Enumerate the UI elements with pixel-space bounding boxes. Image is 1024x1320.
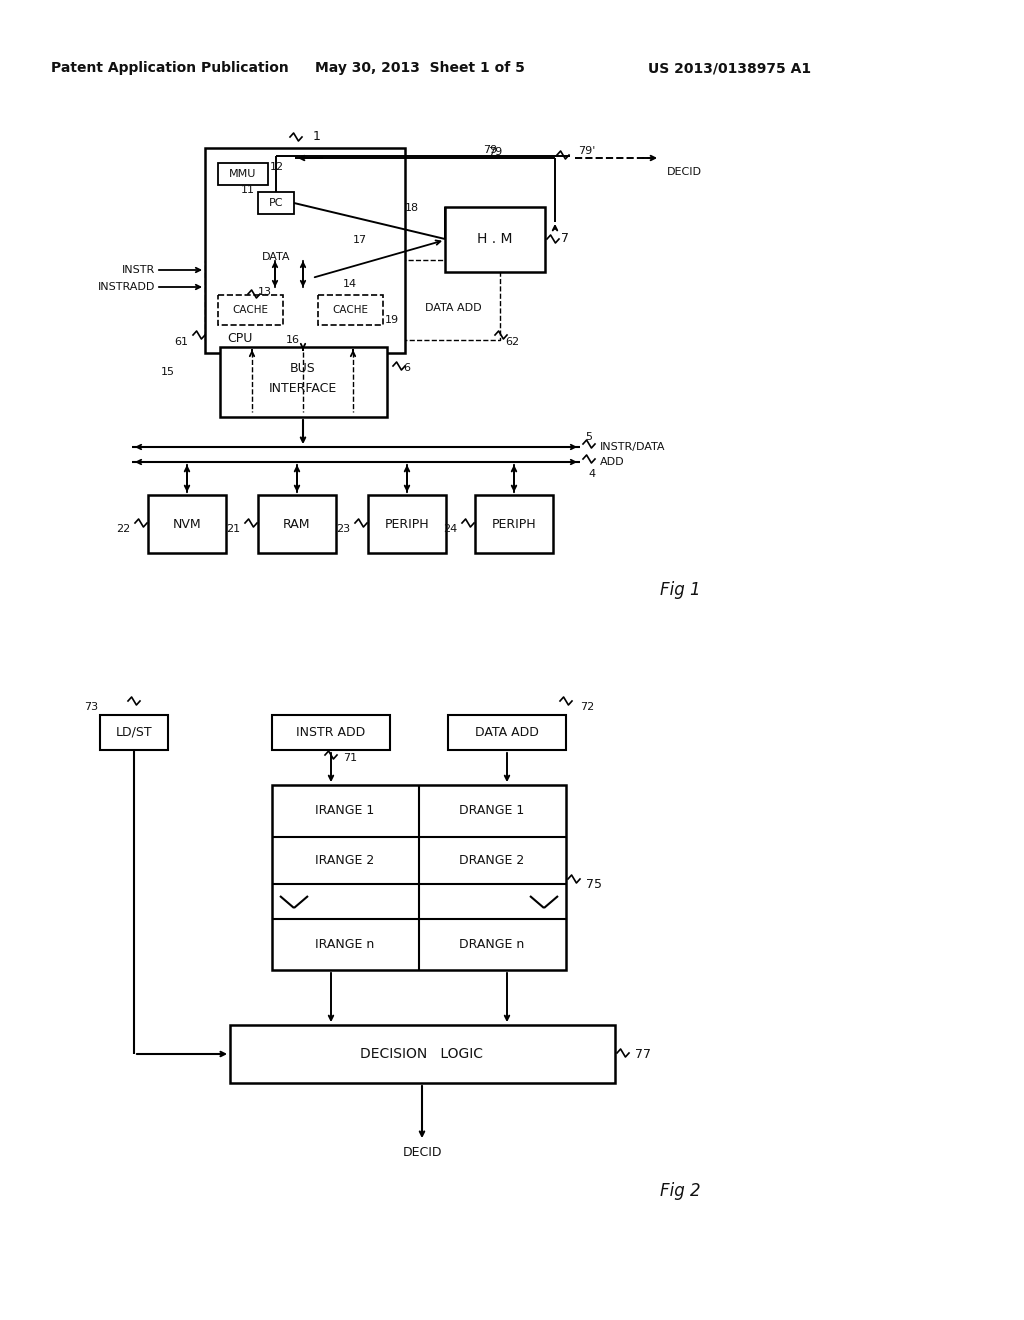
Bar — [218, 162, 268, 185]
Text: RAM: RAM — [284, 517, 310, 531]
Bar — [218, 294, 283, 325]
Text: PC: PC — [268, 198, 284, 209]
Text: 15: 15 — [161, 367, 175, 378]
Text: 61: 61 — [174, 337, 188, 347]
Text: INSTR/DATA: INSTR/DATA — [600, 442, 666, 451]
Text: Patent Application Publication: Patent Application Publication — [51, 61, 289, 75]
Text: 14: 14 — [343, 279, 357, 289]
Text: 22: 22 — [116, 524, 130, 535]
Text: CACHE: CACHE — [232, 305, 268, 315]
Text: 21: 21 — [226, 524, 240, 535]
Text: 79: 79 — [487, 147, 502, 157]
Bar — [272, 715, 390, 750]
Text: INSTR: INSTR — [122, 265, 155, 275]
Text: 79: 79 — [483, 145, 497, 154]
Text: 16: 16 — [286, 335, 300, 345]
Text: 71: 71 — [343, 752, 357, 763]
Text: CACHE: CACHE — [332, 305, 368, 315]
Text: 7: 7 — [561, 232, 569, 246]
Text: 17: 17 — [353, 235, 367, 246]
Bar — [205, 148, 406, 352]
Text: H . M: H . M — [477, 232, 513, 246]
Text: NVM: NVM — [173, 517, 202, 531]
Text: 73: 73 — [84, 702, 98, 711]
Text: 11: 11 — [241, 185, 255, 195]
Text: DECID: DECID — [667, 168, 702, 177]
Text: MMU: MMU — [229, 169, 257, 180]
Text: 79': 79' — [579, 147, 596, 156]
Text: 13: 13 — [258, 286, 272, 297]
Text: 12: 12 — [270, 162, 284, 172]
Text: Fig 2: Fig 2 — [660, 1181, 700, 1200]
Text: BUS: BUS — [290, 363, 315, 375]
Text: May 30, 2013  Sheet 1 of 5: May 30, 2013 Sheet 1 of 5 — [315, 61, 525, 75]
Text: 5: 5 — [585, 432, 592, 442]
Text: CPU: CPU — [227, 333, 252, 346]
Text: INSTRADD: INSTRADD — [97, 282, 155, 292]
Text: 4: 4 — [589, 469, 596, 479]
Bar — [148, 495, 226, 553]
Text: IRANGE n: IRANGE n — [315, 937, 375, 950]
Text: 23: 23 — [336, 524, 350, 535]
Text: PERIPH: PERIPH — [385, 517, 429, 531]
Bar — [305, 260, 500, 341]
Text: 72: 72 — [580, 702, 594, 711]
Text: INSTR ADD: INSTR ADD — [296, 726, 366, 738]
Text: 18: 18 — [406, 203, 419, 213]
Text: 62: 62 — [505, 337, 519, 347]
Text: PERIPH: PERIPH — [492, 517, 537, 531]
Bar — [449, 715, 566, 750]
Bar — [230, 1026, 615, 1082]
Bar — [368, 495, 446, 553]
Text: DATA: DATA — [262, 252, 291, 261]
Text: Fig 1: Fig 1 — [660, 581, 700, 599]
Bar — [318, 294, 383, 325]
Text: 6: 6 — [403, 363, 411, 374]
Text: ADD: ADD — [600, 457, 625, 467]
Text: IRANGE 2: IRANGE 2 — [315, 854, 375, 866]
Text: 1: 1 — [313, 129, 321, 143]
Text: DATA ADD: DATA ADD — [475, 726, 539, 738]
Text: 77: 77 — [635, 1048, 651, 1060]
Text: LD/ST: LD/ST — [116, 726, 153, 738]
Bar — [445, 207, 545, 272]
Text: INTERFACE: INTERFACE — [269, 383, 337, 396]
Bar — [220, 347, 387, 417]
Text: 75: 75 — [586, 878, 602, 891]
Text: DRANGE 1: DRANGE 1 — [460, 804, 524, 817]
Text: DECID: DECID — [402, 1147, 441, 1159]
Text: DRANGE n: DRANGE n — [460, 937, 524, 950]
Text: 19: 19 — [385, 315, 399, 325]
Bar — [475, 495, 553, 553]
Text: DRANGE 2: DRANGE 2 — [460, 854, 524, 866]
Bar — [258, 191, 294, 214]
Bar — [205, 260, 395, 341]
Text: 24: 24 — [442, 524, 457, 535]
Text: DECISION   LOGIC: DECISION LOGIC — [360, 1047, 483, 1061]
Bar — [272, 785, 566, 970]
Text: DATA ADD: DATA ADD — [425, 304, 481, 313]
Bar — [258, 495, 336, 553]
Text: US 2013/0138975 A1: US 2013/0138975 A1 — [648, 61, 812, 75]
Bar — [100, 715, 168, 750]
Text: IRANGE 1: IRANGE 1 — [315, 804, 375, 817]
